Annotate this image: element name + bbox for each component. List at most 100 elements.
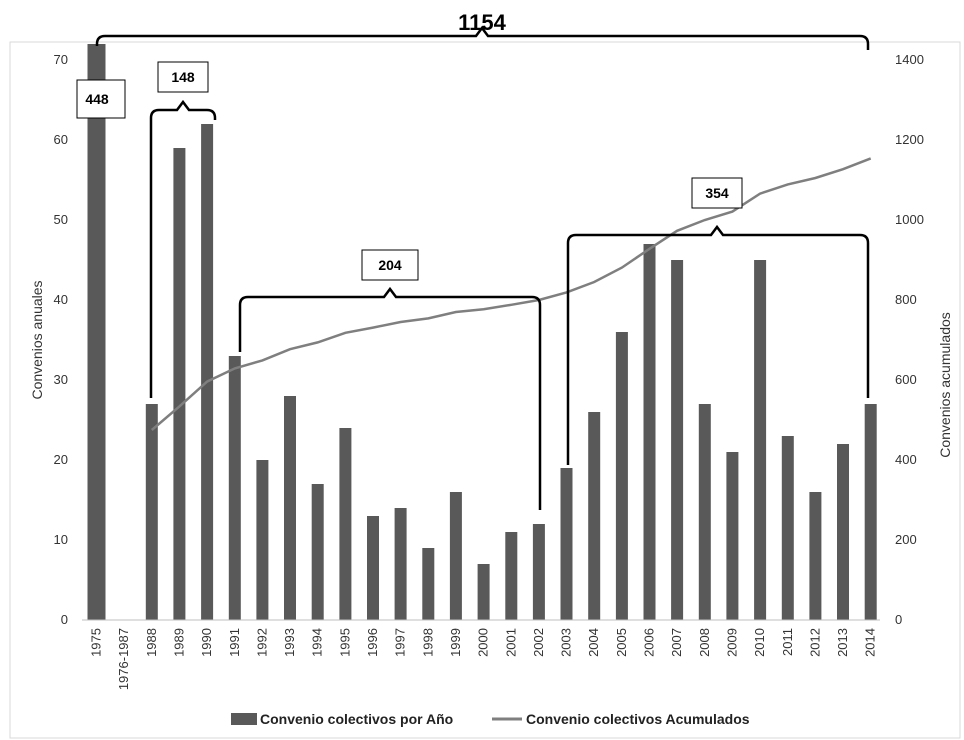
x-tick-2005: 2005 [614, 628, 629, 657]
right-tick-1400: 1400 [895, 52, 924, 67]
x-tick-2001: 2001 [503, 628, 518, 657]
bracket-1991-2002-box [361, 249, 419, 281]
x-tick-1996: 1996 [365, 628, 380, 657]
bar-1998 [422, 548, 435, 620]
right-tick-600: 600 [895, 372, 917, 387]
bar-2012 [809, 492, 822, 620]
x-tick-2014: 2014 [863, 628, 878, 657]
bracket-1988-1990-bracket [149, 99, 217, 398]
bar-2003 [560, 468, 573, 620]
left-tick-10: 10 [54, 532, 68, 547]
bar-2004 [588, 412, 601, 620]
left-axis-ticks: 0 10 20 30 40 50 60 70 [54, 52, 68, 627]
bar-2009 [726, 452, 739, 620]
x-tick-1990: 1990 [199, 628, 214, 657]
bar-1994 [311, 484, 324, 620]
left-tick-70: 70 [54, 52, 68, 67]
bracket-1991-2002-bracket [238, 286, 542, 510]
bar-1975-callout-box [76, 79, 126, 119]
bar-1975-callout-label: 448 [85, 91, 109, 107]
right-tick-400: 400 [895, 452, 917, 467]
total-bracket [95, 25, 870, 50]
right-tick-1200: 1200 [895, 132, 924, 147]
bar-1992 [256, 460, 269, 620]
x-tick-2000: 2000 [476, 628, 491, 657]
left-tick-40: 40 [54, 292, 68, 307]
bar-1993 [284, 396, 296, 620]
x-tick-1999: 1999 [448, 628, 463, 657]
bar-1988 [145, 404, 158, 620]
cumulative-line [150, 157, 872, 431]
legend: Convenio colectivos por Año Convenio col… [231, 711, 750, 727]
x-tick-2008: 2008 [697, 628, 712, 657]
bar-2011 [781, 436, 794, 620]
legend-label-bar: Convenio colectivos por Año [260, 711, 453, 727]
bar-2008 [698, 404, 711, 620]
x-tick-1993: 1993 [282, 628, 297, 657]
bar-2005 [615, 332, 628, 620]
left-tick-30: 30 [54, 372, 68, 387]
x-tick-1976-1987: 1976-1987 [116, 628, 131, 690]
bar-2000 [477, 564, 490, 620]
bar-2014 [864, 404, 877, 620]
x-tick-2012: 2012 [807, 628, 822, 657]
left-tick-0: 0 [61, 612, 68, 627]
x-tick-1995: 1995 [337, 628, 352, 657]
bracket-annotations: 1154 148 204 354 [95, 10, 870, 510]
bar-1975 [87, 44, 106, 620]
bracket-2003-2014-bracket [566, 224, 870, 465]
bar-1989 [173, 148, 186, 620]
x-tick-2010: 2010 [752, 628, 767, 657]
bar-1997 [394, 508, 407, 620]
x-tick-2002: 2002 [531, 628, 546, 657]
bar-1991 [228, 356, 241, 620]
x-tick-1975: 1975 [89, 628, 104, 657]
bar-1996 [367, 516, 379, 620]
right-axis-ticks: 0 200 400 600 800 1000 1200 1400 [895, 52, 924, 627]
right-axis-title: Convenios acumulados [937, 312, 953, 458]
bar-series [87, 44, 877, 620]
bar-2006 [643, 244, 656, 620]
x-axis-ticks: 1975 1976-1987 1988 1989 1990 1991 1992 1993 199… [89, 628, 878, 690]
left-axis-title: Convenios anuales [29, 280, 45, 399]
x-tick-1989: 1989 [171, 628, 186, 657]
bar-1975-callout: 448 [76, 79, 126, 119]
bar-1999 [449, 492, 462, 620]
x-tick-1992: 1992 [254, 628, 269, 657]
right-tick-800: 800 [895, 292, 917, 307]
bar-1995 [339, 428, 352, 620]
bar-2013 [837, 444, 849, 620]
bracket-1988-1990-label: 148 [171, 69, 195, 85]
chart-frame [9, 41, 961, 739]
left-tick-50: 50 [54, 212, 68, 227]
x-tick-2013: 2013 [835, 628, 850, 657]
bracket-1991-2002-label: 204 [378, 257, 402, 273]
right-tick-0: 0 [895, 612, 902, 627]
bar-2007 [671, 260, 684, 620]
bar-2001 [505, 532, 518, 620]
x-tick-1998: 1998 [420, 628, 435, 657]
x-tick-2004: 2004 [586, 628, 601, 657]
legend-swatch-bar [231, 713, 257, 725]
x-tick-2011: 2011 [780, 628, 795, 656]
bar-2010 [754, 260, 767, 620]
total-label: 1154 [458, 10, 506, 35]
left-tick-20: 20 [54, 452, 68, 467]
x-tick-2009: 2009 [724, 628, 739, 657]
x-tick-2003: 2003 [559, 628, 574, 657]
bracket-1988-1990-box [157, 61, 209, 93]
x-tick-1997: 1997 [393, 628, 408, 657]
bracket-2003-2014-label: 354 [705, 185, 729, 201]
right-tick-200: 200 [895, 532, 917, 547]
right-tick-1000: 1000 [895, 212, 924, 227]
x-tick-2007: 2007 [669, 628, 684, 657]
left-tick-60: 60 [54, 132, 68, 147]
x-tick-2006: 2006 [642, 628, 657, 657]
bracket-2003-2014-box [691, 177, 743, 209]
bar-2002 [532, 524, 545, 620]
x-tick-1994: 1994 [310, 628, 325, 657]
bar-1990 [201, 124, 214, 620]
x-tick-1991: 1991 [227, 628, 242, 657]
